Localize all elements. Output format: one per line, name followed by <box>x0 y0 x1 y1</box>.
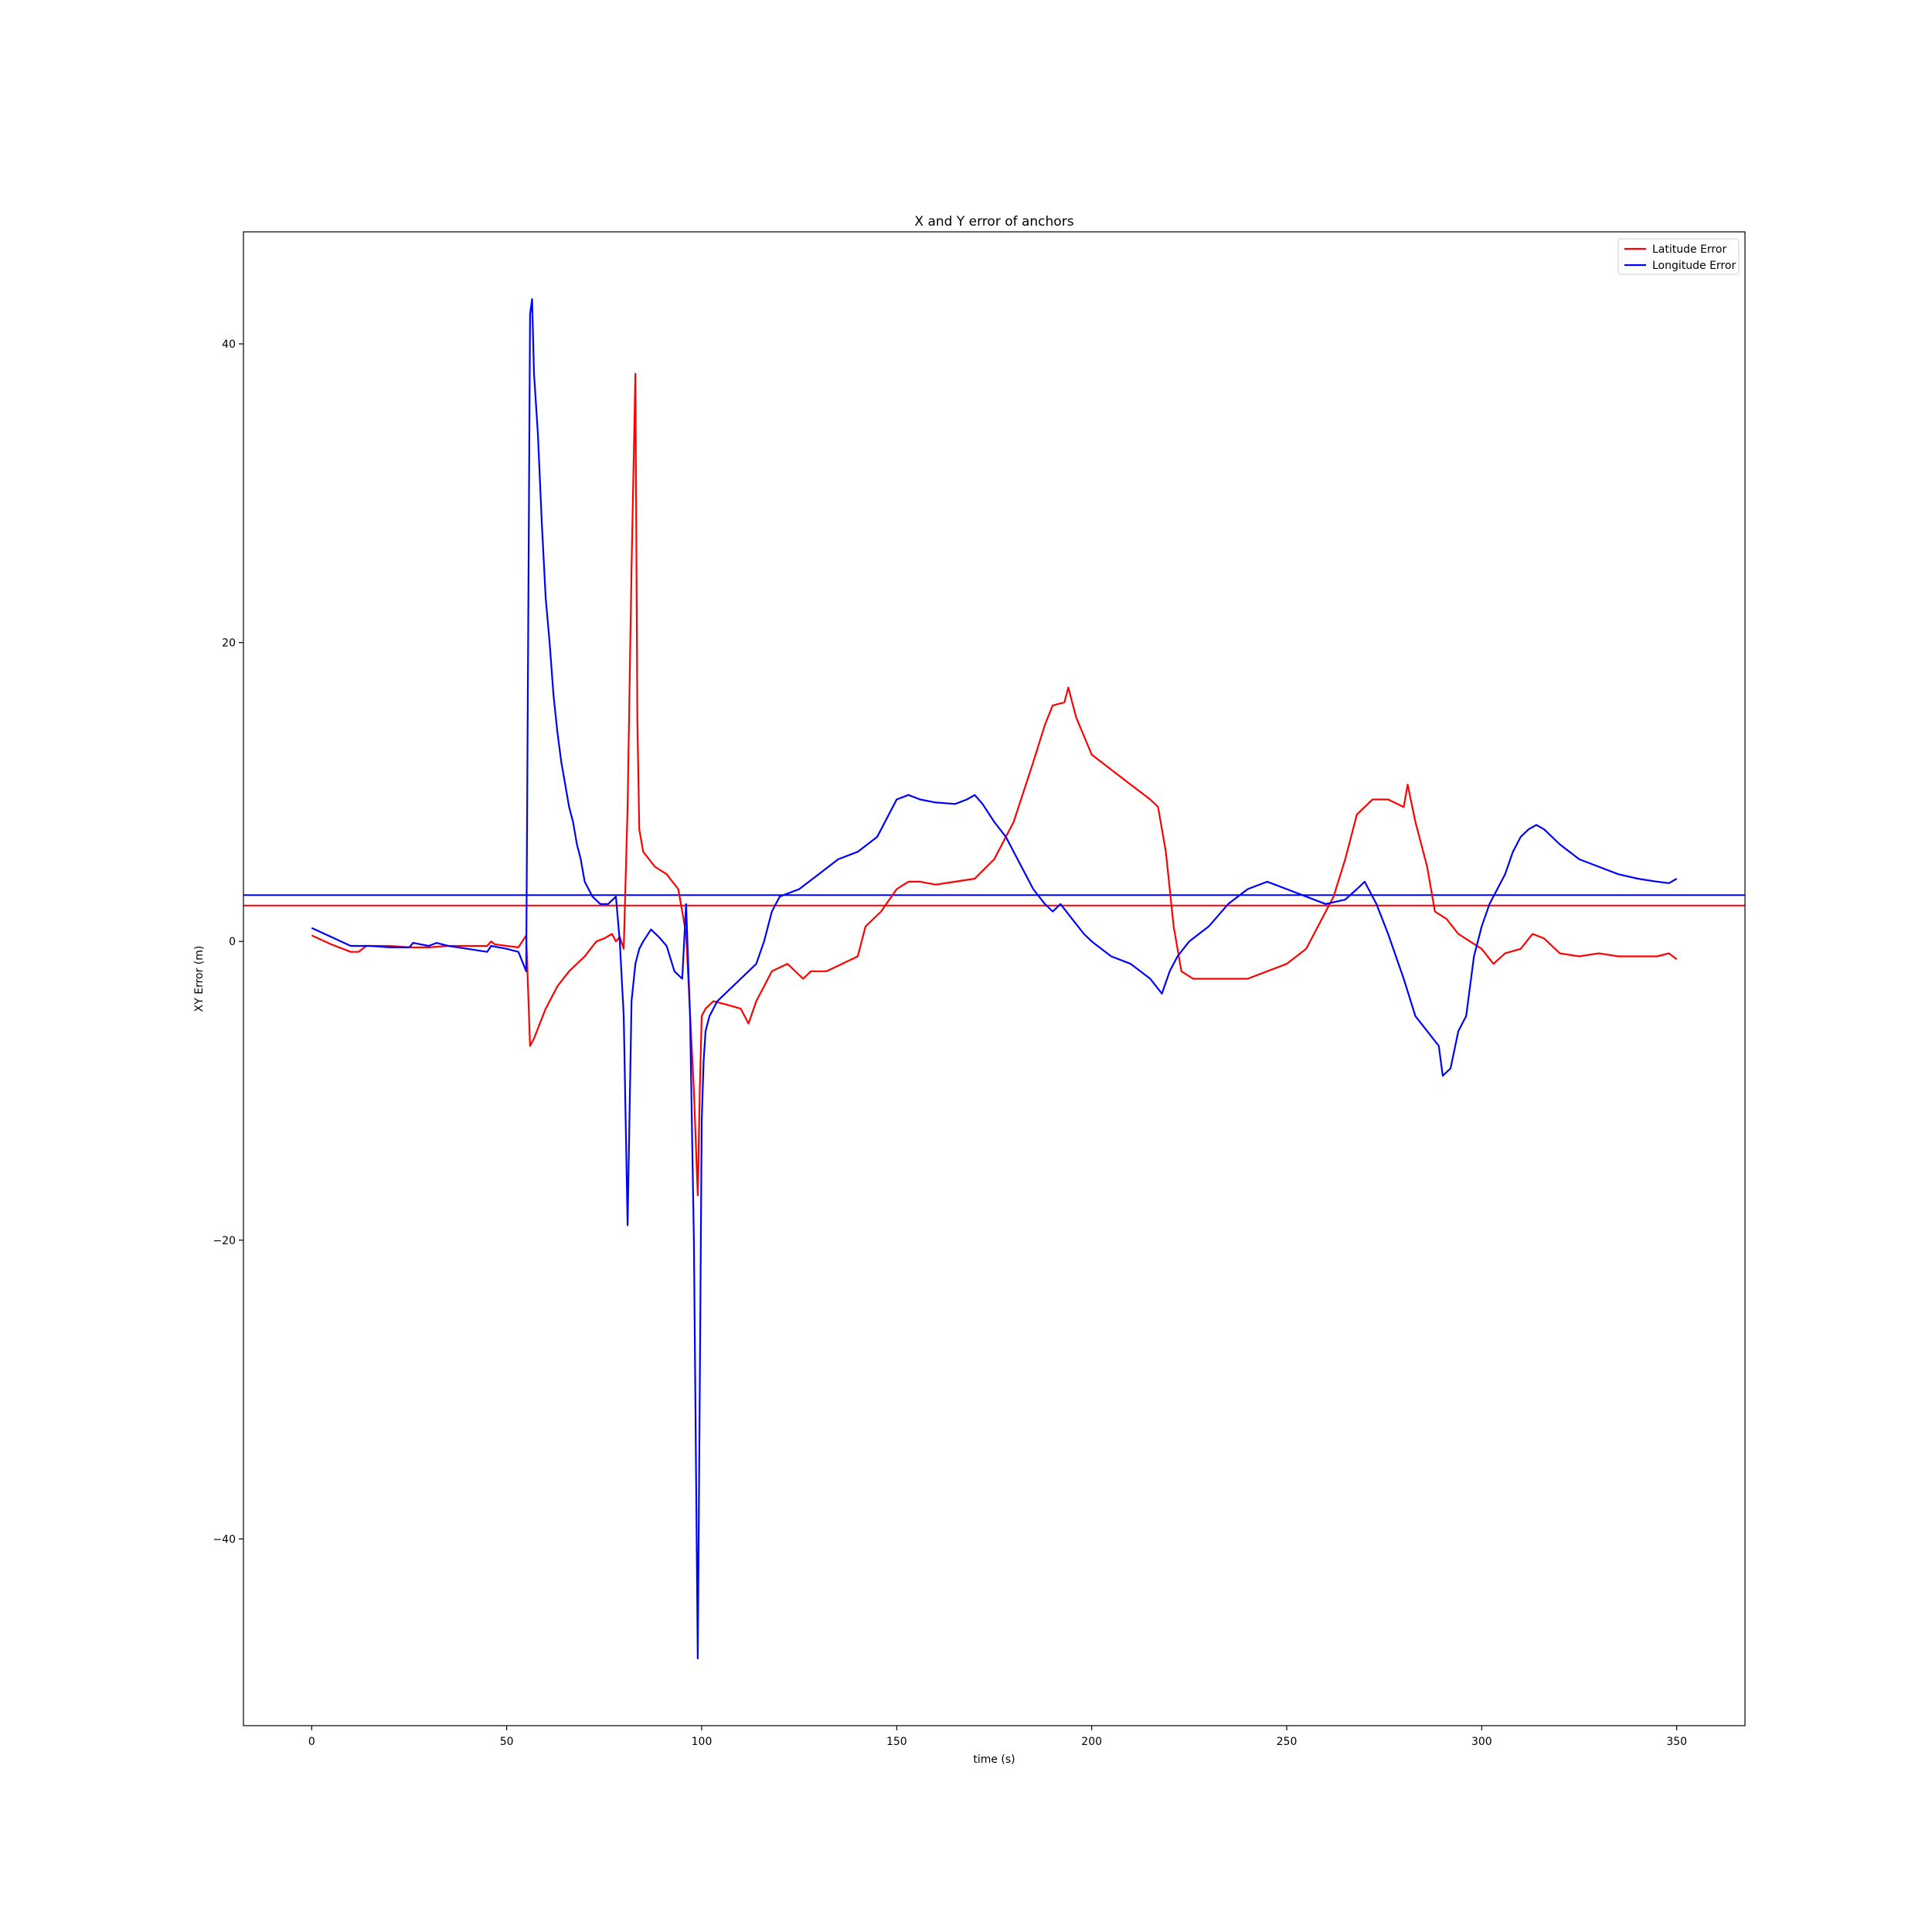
x-axis-label: time (s) <box>973 1753 1015 1766</box>
legend: Latitude Error Longitude Error <box>1617 238 1740 275</box>
y-tick-label: 40 <box>222 338 236 351</box>
legend-label: Longitude Error <box>1652 260 1736 272</box>
x-tick-label: 250 <box>1277 1736 1298 1748</box>
x-tick-label: 200 <box>1081 1736 1102 1748</box>
y-axis-ticks: −40 −20 0 20 40 <box>213 338 243 1546</box>
axes-frame <box>243 231 1746 1726</box>
chart-title: X and Y error of anchors <box>914 214 1073 230</box>
y-tick-label: 0 <box>229 936 236 948</box>
y-tick-label: −20 <box>213 1235 236 1247</box>
x-tick-label: 50 <box>500 1736 514 1748</box>
x-tick-label: 300 <box>1471 1736 1492 1748</box>
legend-box <box>1617 238 1740 275</box>
y-tick-label: 20 <box>222 638 236 650</box>
x-axis-ticks: 0 50 100 150 200 250 300 350 <box>308 1726 1687 1748</box>
series-line-longitude-error <box>311 298 1678 1660</box>
x-tick-label: 350 <box>1666 1736 1687 1748</box>
x-tick-label: 100 <box>692 1736 713 1748</box>
legend-label: Latitude Error <box>1652 243 1726 256</box>
y-axis-label: XY Error (m) <box>193 946 206 1012</box>
plot-area <box>243 298 1745 1660</box>
series-line-latitude-error <box>311 372 1678 1196</box>
y-tick-label: −40 <box>213 1533 236 1546</box>
x-tick-label: 0 <box>308 1736 315 1748</box>
x-tick-label: 150 <box>886 1736 907 1748</box>
